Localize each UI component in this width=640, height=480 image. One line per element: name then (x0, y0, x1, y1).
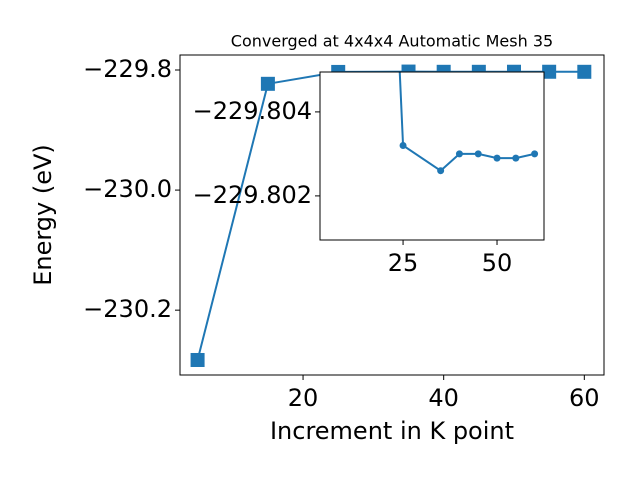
y-tick-label: −229.804 (193, 97, 312, 125)
y-tick-label: −229.802 (193, 181, 312, 209)
marker (512, 154, 520, 162)
y-axis-label: Energy (eV) (29, 144, 57, 286)
axes-frame (319, 71, 545, 241)
marker (542, 64, 557, 79)
marker (531, 150, 539, 158)
plot-area (320, 72, 544, 240)
chart-title: Converged at 4x4x4 Automatic Mesh 35 (231, 32, 553, 51)
marker (493, 154, 501, 162)
series-group (398, 72, 539, 175)
marker (474, 150, 482, 158)
x-tick-label: 20 (288, 384, 319, 412)
x-tick-label: 40 (428, 384, 459, 412)
axes-frame (179, 54, 605, 376)
marker (399, 142, 407, 149)
x-tick-label: 60 (569, 384, 600, 412)
x-tick-label: 50 (482, 249, 513, 277)
marker (190, 352, 205, 367)
marker (455, 150, 463, 158)
marker (577, 64, 592, 79)
marker (260, 76, 275, 91)
y-tick-label: −230.2 (83, 295, 172, 323)
marker (437, 167, 445, 175)
x-axis-label: Increment in K point (270, 417, 514, 445)
y-tick-label: −229.8 (83, 55, 172, 83)
x-tick-label: 25 (388, 249, 419, 277)
y-tick-label: −230.0 (83, 175, 172, 203)
